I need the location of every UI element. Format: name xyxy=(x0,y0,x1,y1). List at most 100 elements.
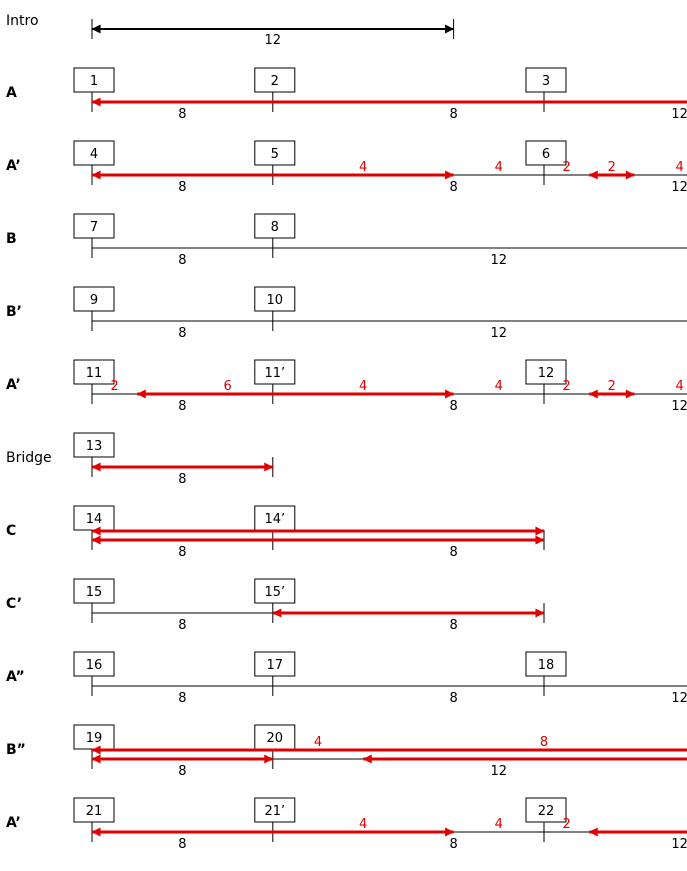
rehearsal-marker-label: 11’ xyxy=(264,366,285,381)
segment-length-label: 8 xyxy=(178,399,186,414)
segment-length-label: 8 xyxy=(449,837,457,852)
red-annotation-label: 4 xyxy=(495,160,503,175)
rehearsal-marker-box xyxy=(73,140,115,166)
rehearsal-marker-label: 15’ xyxy=(264,585,285,600)
rehearsal-marker-label: 21’ xyxy=(264,804,285,819)
segment-length-label: 8 xyxy=(178,545,186,560)
rehearsal-marker-label: 19 xyxy=(86,731,103,746)
rehearsal-marker-box xyxy=(73,286,115,312)
rehearsal-marker-label: 14’ xyxy=(264,512,285,527)
segment-length-label: 8 xyxy=(449,691,457,706)
rehearsal-marker-label: 12 xyxy=(538,366,555,381)
rehearsal-marker-label: 20 xyxy=(267,731,284,746)
segment-length-label: 8 xyxy=(178,764,186,779)
rehearsal-marker-label: 15 xyxy=(86,585,103,600)
rehearsal-marker-box xyxy=(73,359,115,385)
red-annotation-label: 2 xyxy=(562,817,570,832)
form-row: Bridge 13 8 xyxy=(6,432,274,487)
rehearsal-marker-box xyxy=(525,67,567,93)
form-row: A” 16 17 18 8 8 12 xyxy=(6,651,687,706)
rehearsal-marker-label: 3 xyxy=(542,74,550,89)
rehearsal-marker-box xyxy=(73,651,115,677)
rehearsal-marker-label: 16 xyxy=(86,658,103,673)
red-annotation-label: 8 xyxy=(540,735,548,750)
arrow-length-label: 12 xyxy=(265,33,282,48)
rehearsal-marker-box xyxy=(525,140,567,166)
red-annotation-label: 4 xyxy=(675,160,683,175)
rehearsal-marker-label: 7 xyxy=(90,220,98,235)
red-annotation-label: 4 xyxy=(495,817,503,832)
rehearsal-marker-box xyxy=(525,797,567,823)
form-row: A1 2 38 8 12 xyxy=(6,67,687,122)
segment-length-label: 12 xyxy=(671,107,687,122)
section-label: Intro xyxy=(6,13,39,29)
segment-length-label: 8 xyxy=(178,691,186,706)
section-label: A’ xyxy=(6,158,21,174)
red-annotation-label: 2 xyxy=(562,160,570,175)
red-annotation-label: 6 xyxy=(223,379,231,394)
segment-length-label: 8 xyxy=(178,180,186,195)
form-row: A’4568812442244 xyxy=(6,140,687,195)
form-row: B’ 9 10 8 12 xyxy=(6,286,687,341)
rehearsal-marker-box xyxy=(73,797,115,823)
form-row: Intro 12 xyxy=(6,13,455,48)
rehearsal-marker-label: 10 xyxy=(267,293,284,308)
rehearsal-marker-box xyxy=(73,578,115,604)
section-label: B” xyxy=(6,742,26,758)
rehearsal-marker-box xyxy=(73,432,115,458)
rehearsal-marker-box xyxy=(254,140,296,166)
red-annotation-label: 2 xyxy=(110,379,118,394)
rehearsal-marker-label: 13 xyxy=(86,439,103,454)
segment-length-label: 8 xyxy=(178,472,186,487)
rehearsal-marker-label: 22 xyxy=(538,804,555,819)
form-row: B” 19 20 8 12 4 8 xyxy=(6,724,687,779)
section-label: A” xyxy=(6,669,25,685)
form-row: C’ 15 15’ 8 8 xyxy=(6,578,545,633)
red-annotation-label: 4 xyxy=(359,379,367,394)
rehearsal-marker-box xyxy=(73,505,115,531)
rehearsal-marker-label: 8 xyxy=(271,220,279,235)
segment-length-label: 8 xyxy=(178,253,186,268)
segment-length-label: 12 xyxy=(671,180,687,195)
rehearsal-marker-label: 17 xyxy=(267,658,284,673)
segment-length-label: 8 xyxy=(449,618,457,633)
segment-length-label: 8 xyxy=(449,399,457,414)
segment-length-label: 12 xyxy=(491,764,508,779)
red-annotation-label: 2 xyxy=(608,160,616,175)
rehearsal-marker-box xyxy=(73,67,115,93)
rehearsal-marker-label: 14 xyxy=(86,512,103,527)
red-annotation-label: 4 xyxy=(495,379,503,394)
section-label: A xyxy=(6,85,17,101)
rehearsal-marker-box xyxy=(525,359,567,385)
section-label: A’ xyxy=(6,377,21,393)
red-annotation-label: 2 xyxy=(562,379,570,394)
segment-length-label: 8 xyxy=(178,618,186,633)
rehearsal-marker-label: 11 xyxy=(86,366,103,381)
rehearsal-marker-box xyxy=(254,213,296,239)
red-annotation-label: 2 xyxy=(608,379,616,394)
rehearsal-marker-box xyxy=(73,724,115,750)
red-annotation-label: 4 xyxy=(359,817,367,832)
segment-length-label: 8 xyxy=(449,545,457,560)
rehearsal-marker-label: 21 xyxy=(86,804,103,819)
rehearsal-marker-label: 1 xyxy=(90,74,98,89)
rehearsal-marker-box xyxy=(73,213,115,239)
rehearsal-marker-box xyxy=(254,67,296,93)
section-label: A’ xyxy=(6,815,21,831)
segment-length-label: 8 xyxy=(449,107,457,122)
red-annotation-label: 4 xyxy=(675,379,683,394)
section-label: Bridge xyxy=(6,450,52,466)
rehearsal-marker-label: 2 xyxy=(271,74,279,89)
section-label: B xyxy=(6,231,17,247)
rehearsal-marker-box xyxy=(525,651,567,677)
rehearsal-marker-box xyxy=(254,651,296,677)
segment-length-label: 8 xyxy=(178,326,186,341)
segment-length-label: 12 xyxy=(491,253,508,268)
segment-length-label: 12 xyxy=(671,837,687,852)
form-row: B 7 8 8 12 xyxy=(6,213,687,268)
section-label: C xyxy=(6,523,16,539)
rehearsal-marker-label: 9 xyxy=(90,293,98,308)
segment-length-label: 8 xyxy=(178,837,186,852)
